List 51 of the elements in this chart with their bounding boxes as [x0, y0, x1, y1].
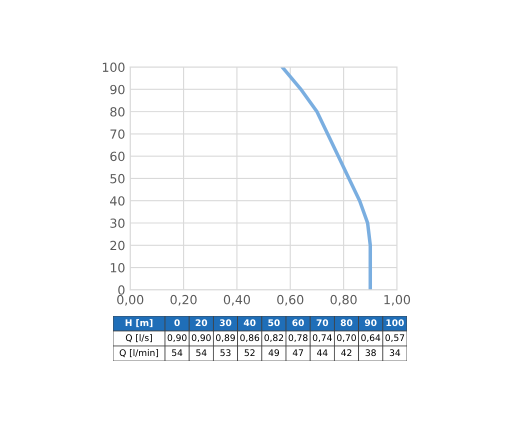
x-tick-label: 0,00	[117, 294, 144, 306]
text: 0,78	[288, 334, 308, 342]
text: 0,70	[337, 334, 356, 342]
text: 0,89	[216, 334, 235, 342]
text: Q [l/s]	[126, 334, 152, 342]
text: 0,64	[361, 334, 380, 342]
text: 52	[244, 349, 255, 356]
text: 0,90	[192, 334, 211, 342]
text: 0,90	[168, 334, 187, 342]
y-tick-label: 100	[102, 62, 125, 72]
text: 100	[386, 319, 404, 326]
text: H [m]	[126, 319, 152, 328]
text: 20	[196, 319, 208, 326]
text: 80	[340, 319, 352, 326]
x-tick-label: 1,00	[384, 294, 410, 306]
text: Q [l/min]	[120, 349, 158, 358]
text: 0,86	[240, 334, 260, 342]
text: 47	[292, 349, 304, 356]
y-tick-label: 60	[110, 152, 125, 162]
y-tick-label: 90	[110, 84, 125, 94]
y-tick-label: 30	[110, 218, 125, 228]
x-tick-label: 0,40	[224, 294, 250, 306]
y-tick-label: 20	[110, 240, 125, 250]
text: 0,57	[385, 334, 404, 342]
text: 53	[220, 349, 231, 356]
text: 34	[390, 349, 400, 356]
y-tick-label: 0	[118, 285, 125, 295]
text: 0,74	[312, 334, 332, 342]
text: 54	[172, 349, 182, 356]
text: 54	[196, 349, 207, 356]
y-tick-label: 10	[110, 263, 125, 272]
y-tick-label: 50	[110, 174, 125, 184]
text: 40	[244, 319, 256, 326]
text: 38	[366, 349, 376, 356]
x-tick-label: 0,80	[330, 294, 357, 306]
text: 49	[268, 349, 280, 356]
y-tick-label: 40	[110, 196, 125, 206]
x-tick-label: 0,60	[277, 294, 304, 306]
text: 70	[316, 319, 328, 326]
text: 44	[317, 349, 328, 356]
text: 0,82	[264, 334, 284, 342]
text: 42	[341, 349, 352, 356]
line-series	[280, 67, 372, 290]
text: 90	[364, 319, 377, 326]
y-tick-label: 70	[110, 129, 125, 139]
text: 0	[174, 319, 180, 326]
text: 30	[220, 319, 232, 326]
y-tick-label: 80	[110, 107, 125, 117]
x-tick-label: 0,20	[170, 294, 197, 306]
text: 60	[292, 319, 304, 326]
text: 50	[268, 319, 280, 326]
